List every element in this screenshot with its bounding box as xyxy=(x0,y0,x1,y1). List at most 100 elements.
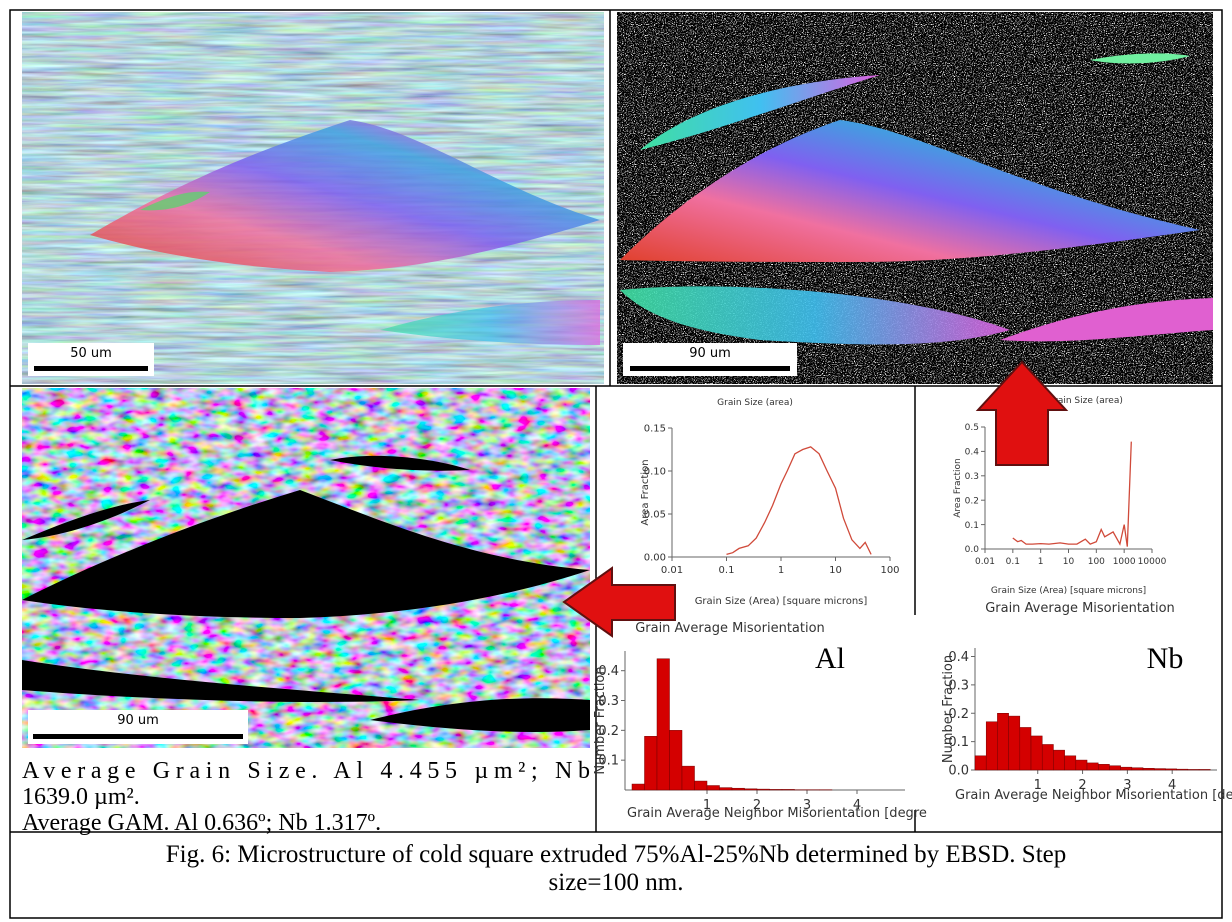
y-tick-label: 0.2 xyxy=(598,724,619,739)
x-axis-label: Grain Size (Area) [square microns] xyxy=(991,586,1146,596)
histogram-bar xyxy=(656,658,670,791)
summary-line: Average GAM. Al 0.636º; Nb 1.317º. xyxy=(22,810,381,836)
histogram-bar xyxy=(681,765,695,791)
y-tick-label: 0.0 xyxy=(948,764,969,779)
nb-region xyxy=(22,500,150,540)
x-tick-label: 0.1 xyxy=(1006,557,1020,567)
x-tick-label: 3 xyxy=(1123,778,1131,793)
y-tick-label: 0.10 xyxy=(644,467,666,478)
histogram-bar xyxy=(1176,768,1189,771)
x-tick-label: 100 xyxy=(880,565,899,576)
histogram-bar xyxy=(1165,768,1177,771)
data-line xyxy=(726,446,872,556)
chart-title: Grain Average Misorientation xyxy=(635,621,825,636)
x-tick-label: 2 xyxy=(753,798,761,813)
x-tick-label: 10 xyxy=(1063,557,1075,567)
histogram-bar xyxy=(1154,768,1166,771)
y-tick-label: 0.5 xyxy=(965,423,979,433)
y-tick-label: 0.15 xyxy=(644,424,666,435)
nb-region xyxy=(22,660,420,702)
nb-region xyxy=(370,698,590,732)
x-tick-label: 10000 xyxy=(1138,557,1167,567)
ebsd-map-nb xyxy=(617,12,1213,384)
x-tick-label: 1 xyxy=(703,798,711,813)
grain-sliver xyxy=(620,286,1010,345)
x-tick-label: 0.1 xyxy=(719,565,735,576)
x-tick-label: 2 xyxy=(1078,778,1086,793)
y-tick-label: 0.4 xyxy=(598,664,619,679)
material-label: Al xyxy=(815,642,845,675)
table-border xyxy=(9,9,1223,919)
arrow-up xyxy=(975,360,1069,466)
x-tick-label: 1 xyxy=(1038,557,1044,567)
large-grain xyxy=(90,120,600,272)
histogram-bar xyxy=(694,780,708,791)
grain-sliver xyxy=(1000,298,1213,342)
y-tick-label: 0.2 xyxy=(948,707,969,722)
histogram-bar xyxy=(985,721,998,771)
histogram-bar xyxy=(1075,759,1088,771)
summary-line: 1639.0 µm². xyxy=(22,784,140,810)
histogram-bar xyxy=(731,787,745,791)
y-tick-label: 0.4 xyxy=(965,448,980,458)
scale-bar xyxy=(630,366,790,371)
large-grain xyxy=(620,120,1200,262)
histogram-bar xyxy=(1041,744,1054,771)
y-tick-label: 0.2 xyxy=(965,496,979,506)
histogram-bar xyxy=(644,736,658,791)
grain-sliver xyxy=(380,300,600,345)
x-tick-label: 0.01 xyxy=(661,565,683,576)
y-axis-label: Number Fraction xyxy=(941,655,956,763)
histogram-bar xyxy=(1008,715,1021,771)
x-axis-label: Grain Average Neighbor Misorientation [d… xyxy=(627,806,927,821)
data-line xyxy=(1012,441,1132,547)
arrow-left xyxy=(562,566,676,638)
histogram-bar xyxy=(1086,762,1099,771)
grain-sliver xyxy=(640,75,880,150)
histogram-bar xyxy=(756,788,770,791)
x-tick-label: 0.01 xyxy=(975,557,995,567)
histogram-bar xyxy=(669,730,683,791)
x-tick-label: 1 xyxy=(1034,778,1042,793)
histogram-bar xyxy=(1142,768,1155,771)
figure-caption: Fig. 6: Microstructure of cold square ex… xyxy=(166,841,1067,868)
ebsd-map-al xyxy=(22,388,590,748)
x-axis-label: Grain Average Neighbor Misorientation [d… xyxy=(955,788,1232,803)
x-tick-label: 1 xyxy=(778,565,784,576)
y-tick-label: 0.4 xyxy=(948,650,969,665)
histogram-bar xyxy=(1198,769,1211,771)
histogram-bar xyxy=(1053,749,1065,771)
y-tick-label: 0.1 xyxy=(598,754,619,769)
y-tick-label: 0.05 xyxy=(644,510,666,521)
scale-bar xyxy=(33,734,243,739)
histogram-bar xyxy=(706,785,720,791)
histogram-bar xyxy=(781,789,795,791)
y-axis-label: Area Fraction xyxy=(953,458,963,518)
x-tick-label: 100 xyxy=(1088,557,1105,567)
y-tick-label: 0.1 xyxy=(948,735,969,750)
chart-title: Grain Average Misorientation xyxy=(985,601,1175,616)
grain-sliver xyxy=(140,191,210,211)
histogram-bar xyxy=(1019,727,1032,771)
ebsd-map-al-nb xyxy=(22,12,604,384)
scale-bar xyxy=(34,366,148,371)
x-tick-label: 10 xyxy=(829,565,842,576)
histogram-bar xyxy=(1187,769,1200,771)
histogram-bar xyxy=(1120,766,1133,771)
x-tick-label: 4 xyxy=(1168,778,1176,793)
histogram-bar xyxy=(974,755,987,771)
nb-region xyxy=(330,455,470,471)
y-tick-label: 0.00 xyxy=(644,553,666,564)
histogram-bar xyxy=(1131,767,1144,771)
chart-title: Grain Size (area) xyxy=(1047,396,1123,406)
x-tick-label: 1000 xyxy=(1113,557,1136,567)
y-tick-label: 0.1 xyxy=(965,521,979,531)
histogram-bar xyxy=(744,788,758,791)
y-tick-label: 0.3 xyxy=(948,678,969,693)
x-axis-label: Grain Size (Area) [square microns] xyxy=(695,596,868,607)
scale-bar-label: 90 um xyxy=(689,346,731,361)
y-tick-label: 0.0 xyxy=(965,545,980,555)
x-tick-label: 4 xyxy=(853,798,861,813)
scale-bar-label: 90 um xyxy=(117,713,159,728)
